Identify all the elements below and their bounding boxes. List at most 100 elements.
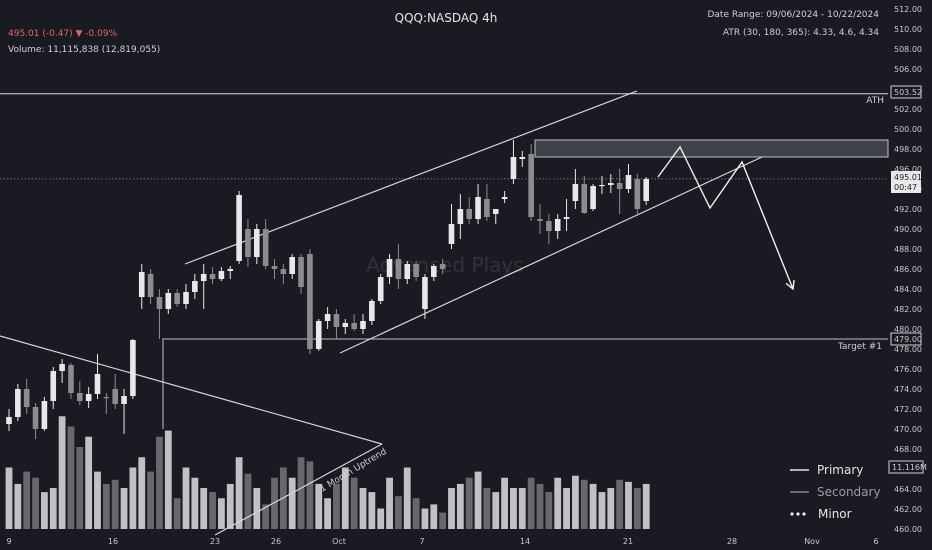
volume-bar xyxy=(377,508,385,529)
volume-bar xyxy=(633,488,641,529)
legend-minor-dot-3 xyxy=(802,512,806,516)
candle-body xyxy=(130,340,136,396)
candle-body xyxy=(377,277,384,301)
volume-bar xyxy=(209,492,216,529)
last-price-tag: 495.01 00:47 xyxy=(891,171,922,193)
candle-body xyxy=(492,209,499,214)
time-axis[interactable]: 9 16 23 26 Oct 7 14 21 28 Nov 6 xyxy=(6,537,878,546)
volume-bar xyxy=(191,477,199,529)
volume-bar xyxy=(510,488,517,529)
candle-body xyxy=(466,209,472,219)
volume-bar xyxy=(253,488,261,529)
volume-bar xyxy=(333,483,340,529)
volume-bar xyxy=(182,467,190,529)
candle-body xyxy=(439,264,446,269)
volume-bar xyxy=(625,481,632,529)
volume-bar xyxy=(147,471,154,529)
price-tick-label: 498.00 xyxy=(894,145,922,154)
volume-bar xyxy=(448,488,455,529)
time-tick-label: 23 xyxy=(210,537,220,546)
volume-bar xyxy=(359,488,367,529)
price-tick-label: 512.00 xyxy=(894,5,922,14)
candle-body xyxy=(501,197,508,199)
volume-bar xyxy=(244,473,252,529)
volume-bar xyxy=(430,504,438,529)
lower-channel-line xyxy=(339,156,763,354)
candle-body xyxy=(289,257,295,274)
date-range-text: Date Range: 09/06/2024 - 10/22/2024 xyxy=(707,10,879,20)
price-tick-label: 474.00 xyxy=(894,385,922,394)
volume-bar xyxy=(412,498,420,529)
candle-body xyxy=(590,186,596,209)
volume-bar xyxy=(41,492,48,529)
candle-body xyxy=(484,199,490,217)
price-tick-label: 484.00 xyxy=(894,285,922,294)
candle-body xyxy=(315,321,322,349)
volume-bar xyxy=(226,483,234,529)
candle-body xyxy=(634,179,641,209)
projection-arrowhead xyxy=(785,279,795,291)
resistance-zone xyxy=(534,139,889,158)
candles[interactable] xyxy=(6,140,649,439)
volume-bar xyxy=(341,467,349,529)
candle-body xyxy=(236,195,242,261)
price-tick-label: 490.00 xyxy=(894,225,922,234)
trend-drawings xyxy=(0,90,795,536)
candle-body xyxy=(554,219,561,231)
down-trendline xyxy=(0,335,383,445)
price-tick-label: 500.00 xyxy=(894,125,922,134)
candle-body xyxy=(572,184,579,201)
candle-body xyxy=(68,365,74,393)
volume-bar xyxy=(386,477,393,529)
legend-minor-dot-1 xyxy=(790,512,794,516)
volume-bar xyxy=(218,498,225,529)
volume-bar xyxy=(545,492,553,529)
svg-text:11.116M: 11.116M xyxy=(892,463,927,472)
candle-body xyxy=(519,157,526,159)
svg-text:503.52: 503.52 xyxy=(894,88,922,97)
volume-bar xyxy=(315,483,323,529)
candle-body xyxy=(271,266,278,269)
candle-body xyxy=(643,179,649,201)
candle-body xyxy=(351,323,357,329)
candle-body xyxy=(121,396,127,404)
candle-body xyxy=(422,277,428,309)
time-tick-label: 26 xyxy=(271,537,281,546)
volume-bar xyxy=(76,447,84,529)
volume-bar xyxy=(616,479,624,529)
volume-bar xyxy=(518,488,526,529)
volume-bar xyxy=(67,426,75,529)
volume-bar xyxy=(501,477,508,529)
volume-bar xyxy=(58,416,66,529)
volume-bar xyxy=(102,483,110,529)
candle-body xyxy=(32,407,39,429)
candle-body xyxy=(395,259,402,279)
price-tick-label: 506.00 xyxy=(894,65,922,74)
volume-bar xyxy=(580,479,588,529)
price-tick-label: 462.00 xyxy=(894,505,922,514)
candle-body xyxy=(41,401,48,429)
candle-body xyxy=(174,293,180,304)
legend-primary: Primary xyxy=(817,463,863,477)
price-tick-label: 510.00 xyxy=(894,25,922,34)
svg-text:479.00: 479.00 xyxy=(894,335,922,344)
ath-label: ATH xyxy=(866,96,884,106)
price-tick-label: 478.00 xyxy=(894,345,922,354)
volume-bar xyxy=(94,471,101,529)
price-tick-label: 486.00 xyxy=(894,265,922,274)
volume-bar xyxy=(474,471,482,529)
volume-bar xyxy=(403,467,411,529)
price-tick-label: 460.00 xyxy=(894,525,922,534)
candle-body xyxy=(510,157,517,179)
candle-body xyxy=(475,197,481,219)
atr-text: ATR (30, 180, 365): 4.33, 4.6, 4.34 xyxy=(723,28,879,38)
volume-bar xyxy=(297,457,305,529)
volume-bar xyxy=(49,488,57,529)
legend-minor-dot-2 xyxy=(796,512,800,516)
candle-body xyxy=(448,224,455,244)
chart-title: QQQ:NASDAQ 4h xyxy=(395,11,498,25)
legend: Primary Secondary Minor xyxy=(790,463,881,521)
ath-price-tag: 503.52 xyxy=(890,85,922,99)
time-tick-label: Oct xyxy=(332,537,346,546)
